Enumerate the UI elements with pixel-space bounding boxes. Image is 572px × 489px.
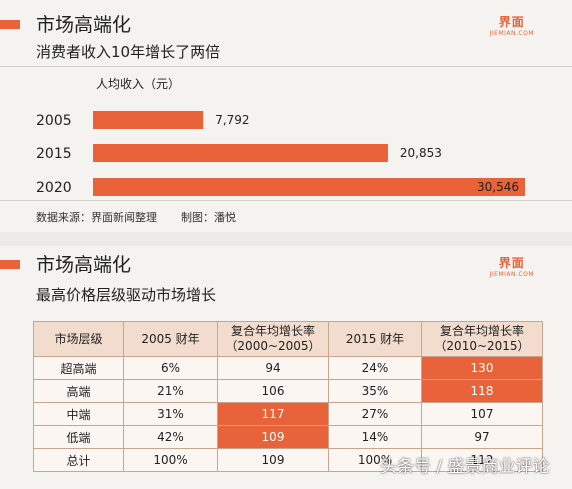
data-source: 数据来源：界面新闻整理 xyxy=(36,211,157,224)
income-bar xyxy=(93,111,204,129)
row-label-cell: 中端 xyxy=(33,402,124,426)
income-bar xyxy=(93,178,525,196)
table-title: 市场高端化 xyxy=(36,254,132,276)
table-row: 高端 21% 106 35% 118 xyxy=(33,379,543,403)
table-row: 总计 100% 109 100% 112 xyxy=(33,448,543,472)
table-cell: 118 xyxy=(421,379,543,403)
chart-subtitle: 消费者收入10年增长了两倍 xyxy=(36,43,221,61)
table-row: 中端 31% 117 27% 107 xyxy=(33,402,543,426)
brand-logo: 界面 JIEMIAN.COM xyxy=(490,254,534,278)
table-cell: 42% xyxy=(123,425,218,449)
table-cell: 6% xyxy=(123,356,218,380)
brand-mark: 界面 xyxy=(498,256,525,270)
category-label: 2005 xyxy=(36,113,72,129)
column-header: 市场层级 xyxy=(33,321,124,357)
brand-site: JIEMIAN.COM xyxy=(489,30,534,37)
table-cell: 31% xyxy=(123,402,218,426)
column-header: 2015 财年 xyxy=(328,321,422,357)
table-cell: 130 xyxy=(421,356,543,380)
column-header: 2005 财年 xyxy=(123,321,218,357)
table-cell: 112 xyxy=(421,448,543,472)
chart-footer: 数据来源：界面新闻整理 制图：潘悦 xyxy=(36,209,260,225)
market-tier-table: 市场层级 2005 财年 复合年均增长率 （2000~2005） 2015 财年 复合年均… xyxy=(33,321,543,472)
income-chart-panel: 市场高端化 消费者收入10年增长了两倍 界面 JIEMIAN.COM 人均收入（… xyxy=(0,0,572,232)
row-label-cell: 超高端 xyxy=(33,356,124,380)
table-cell: 27% xyxy=(328,402,422,426)
income-bar-chart: 人均收入（元） 2005 7,792 2015 20,853 2020 30,546 xyxy=(36,77,525,196)
table-cell: 100% xyxy=(123,448,218,472)
table-cell: 107 xyxy=(421,402,543,426)
brand-logo: 界面 JIEMIAN.COM xyxy=(490,13,534,37)
brand-site: JIEMIAN.COM xyxy=(489,271,534,278)
column-header: 复合年均增长率 （2010~2015） xyxy=(421,321,543,357)
chart-title: 市场高端化 xyxy=(36,14,132,36)
table-row: 低端 42% 109 14% 97 xyxy=(33,425,543,449)
row-label-cell: 高端 xyxy=(33,379,124,403)
x-axis-label: 人均收入（元） xyxy=(96,77,180,91)
row-label-cell: 低端 xyxy=(33,425,124,449)
row-label-cell: 总计 xyxy=(33,448,124,472)
table-cell: 109 xyxy=(217,425,329,449)
table-cell: 109 xyxy=(217,448,329,472)
table-row: 超高端 6% 94 24% 130 xyxy=(33,356,543,380)
divider xyxy=(0,66,572,67)
table-cell: 100% xyxy=(328,448,422,472)
income-bar xyxy=(93,144,388,162)
table-cell: 14% xyxy=(328,425,422,449)
brand-mark: 界面 xyxy=(498,15,525,29)
category-label: 2015 xyxy=(36,146,72,162)
chart-credit: 制图：潘悦 xyxy=(181,211,236,224)
table-cell: 21% xyxy=(123,379,218,403)
accent-bar xyxy=(0,260,20,269)
value-label: 7,792 xyxy=(215,113,249,127)
table-header-row: 市场层级 2005 财年 复合年均增长率 （2000~2005） 2015 财年 复合年均… xyxy=(33,321,543,357)
table-cell: 24% xyxy=(328,356,422,380)
table-body: 超高端 6% 94 24% 130 高端 21% 106 35% 118 中端 31% 117 27% 10… xyxy=(33,356,543,472)
divider xyxy=(0,200,572,201)
column-header: 复合年均增长率 （2000~2005） xyxy=(217,321,329,357)
table-cell: 35% xyxy=(328,379,422,403)
table-cell: 117 xyxy=(217,402,329,426)
table-cell: 97 xyxy=(421,425,543,449)
table-subtitle: 最高价格层级驱动市场增长 xyxy=(36,286,217,304)
value-label: 20,853 xyxy=(400,146,442,160)
watermark: 头条号 / 盛景商业评论 xyxy=(380,457,550,477)
table-cell: 106 xyxy=(217,379,329,403)
value-label: 30,546 xyxy=(477,180,519,194)
category-label: 2020 xyxy=(36,180,72,196)
table-cell: 94 xyxy=(217,356,329,380)
accent-bar xyxy=(0,20,20,29)
